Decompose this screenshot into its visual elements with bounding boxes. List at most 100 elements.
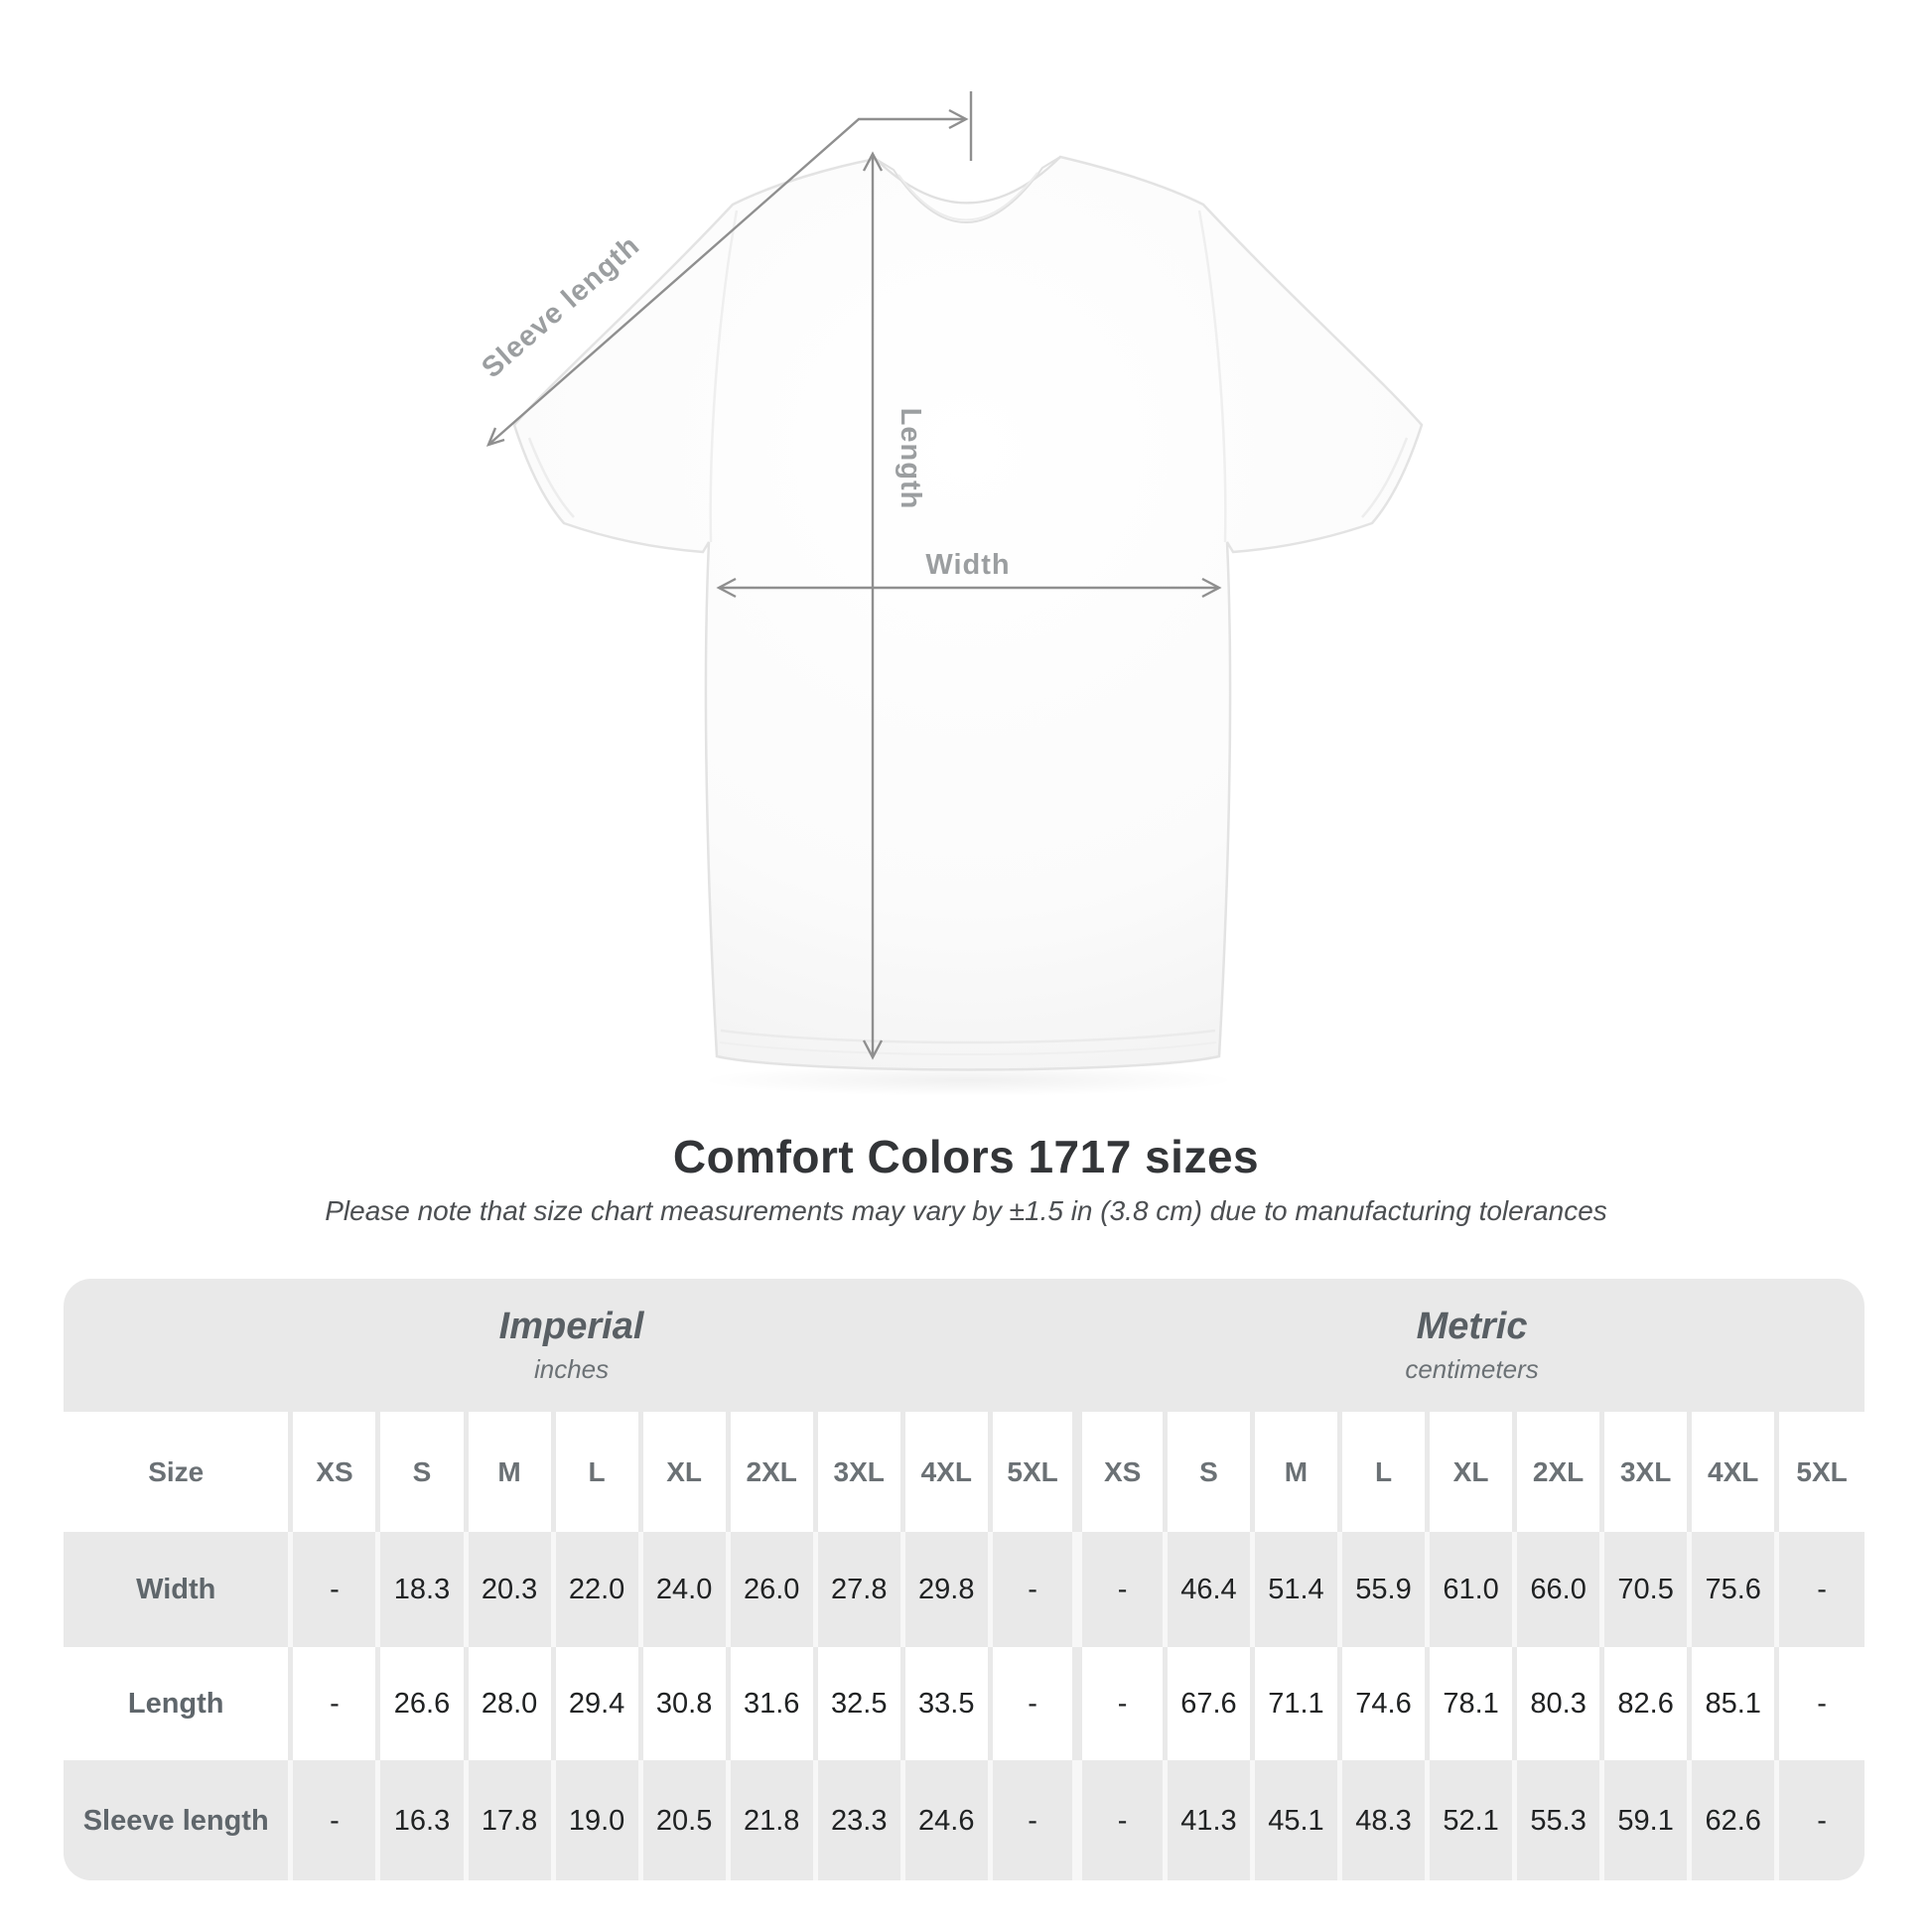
page-title: Comfort Colors 1717 sizes	[672, 1131, 1260, 1182]
size-col-header: 3XL	[812, 1412, 903, 1532]
width-imperial-value: -	[987, 1532, 1078, 1647]
size-table: Imperial inches Metric centimeters Size …	[64, 1279, 1864, 1880]
unit-group-metric: Metric centimeters	[1079, 1279, 1864, 1412]
sleeve-metric-value: 48.3	[1336, 1760, 1428, 1880]
sleeve-imperial-value: 19.0	[550, 1760, 641, 1880]
width-metric-value: 55.9	[1336, 1532, 1428, 1647]
sleeve-length-arrow	[485, 108, 969, 447]
sleeve-metric-value: -	[1774, 1760, 1864, 1880]
size-col-header: XS	[288, 1412, 378, 1532]
row-label-length: Length	[127, 1687, 224, 1720]
width-metric-value: 75.6	[1687, 1532, 1777, 1647]
tshirt-left-armhole-seam	[709, 209, 739, 543]
tshirt-collar-seam	[897, 172, 1038, 221]
sleeve-metric-value: 52.1	[1425, 1760, 1515, 1880]
sleeve-imperial-value: 17.8	[463, 1760, 554, 1880]
sleeve-imperial-value: -	[288, 1760, 378, 1880]
tshirt-measurement-diagram: Sleeve length Length Width	[476, 91, 1424, 1096]
imperial-heading: Imperial	[498, 1306, 644, 1347]
tshirt-body	[512, 155, 1424, 1071]
length-metric-value: 67.6	[1162, 1647, 1253, 1760]
length-imperial-value: 30.8	[637, 1647, 729, 1760]
size-col-header: 5XL	[987, 1412, 1078, 1532]
sleeve-metric-value: 62.6	[1687, 1760, 1777, 1880]
length-metric-value: 80.3	[1512, 1647, 1602, 1760]
sleeve-metric-value: -	[1072, 1760, 1166, 1880]
tshirt-left-cuff-seam	[527, 437, 575, 518]
length-imperial-value: 32.5	[812, 1647, 903, 1760]
size-col-header: 4XL	[1687, 1412, 1777, 1532]
length-imperial-value: 28.0	[463, 1647, 554, 1760]
width-metric-value: -	[1774, 1532, 1864, 1647]
imperial-unit: inches	[533, 1354, 610, 1384]
width-imperial-value: 26.0	[725, 1532, 816, 1647]
width-label: Width	[925, 549, 1010, 581]
length-metric-value: 74.6	[1336, 1647, 1428, 1760]
size-col-header: 2XL	[1512, 1412, 1602, 1532]
row-label-width: Width	[136, 1573, 216, 1605]
size-col-header: L	[550, 1412, 641, 1532]
width-imperial-value: 20.3	[463, 1532, 554, 1647]
sleeve-imperial-value: 16.3	[375, 1760, 467, 1880]
sleeve-metric-value: 59.1	[1599, 1760, 1690, 1880]
length-label: Length	[895, 408, 926, 510]
tshirt-right-cuff-seam	[1361, 437, 1409, 518]
sleeve-metric-value: 41.3	[1162, 1760, 1253, 1880]
size-col-header: S	[1162, 1412, 1253, 1532]
sleeve-imperial-value: 24.6	[899, 1760, 991, 1880]
length-imperial-value: 33.5	[899, 1647, 991, 1760]
length-metric-value: -	[1072, 1647, 1166, 1760]
size-col-header: 5XL	[1774, 1412, 1864, 1532]
length-row: Length - 26.6 28.0 29.4 30.8 31.6 32.5 3…	[64, 1647, 1864, 1760]
width-metric-value: 66.0	[1512, 1532, 1602, 1647]
width-arrow	[716, 577, 1222, 599]
length-arrow	[862, 151, 884, 1060]
tshirt-illustration	[512, 155, 1424, 1071]
metric-heading: Metric	[1416, 1306, 1528, 1347]
sleeve-imperial-value: 23.3	[812, 1760, 903, 1880]
width-imperial-value: -	[288, 1532, 378, 1647]
tshirt-hem-seam	[720, 1029, 1216, 1044]
size-col-header: M	[1249, 1412, 1340, 1532]
sleeve-imperial-value: -	[987, 1760, 1078, 1880]
length-metric-value: 85.1	[1687, 1647, 1777, 1760]
size-col-header: L	[1336, 1412, 1428, 1532]
size-col-header: 2XL	[725, 1412, 816, 1532]
length-metric-value: 78.1	[1425, 1647, 1515, 1760]
size-col-header: XS	[1072, 1412, 1166, 1532]
unit-band: Imperial inches Metric centimeters	[64, 1279, 1864, 1412]
width-imperial-value: 27.8	[812, 1532, 903, 1647]
length-imperial-value: 31.6	[725, 1647, 816, 1760]
width-metric-value: -	[1072, 1532, 1166, 1647]
size-header-cell: Size	[148, 1455, 205, 1487]
size-col-header: XL	[637, 1412, 729, 1532]
width-metric-value: 46.4	[1162, 1532, 1253, 1647]
length-imperial-value: -	[288, 1647, 378, 1760]
width-imperial-value: 22.0	[550, 1532, 641, 1647]
sleeve-length-row: Sleeve length - 16.3 17.8 19.0 20.5 21.8…	[64, 1760, 1864, 1880]
length-imperial-value: 26.6	[375, 1647, 467, 1760]
width-imperial-value: 18.3	[375, 1532, 467, 1647]
tshirt-right-armhole-seam	[1197, 209, 1227, 543]
length-metric-value: 82.6	[1599, 1647, 1690, 1760]
row-label-sleeve-length: Sleeve length	[82, 1804, 269, 1837]
tshirt-shadow	[700, 1064, 1236, 1096]
size-col-header: XL	[1425, 1412, 1515, 1532]
width-metric-value: 51.4	[1249, 1532, 1340, 1647]
length-imperial-value: 29.4	[550, 1647, 641, 1760]
size-measurements-table: Size XS S M L XL 2XL 3XL 4XL 5XL XS S M …	[64, 1412, 1864, 1880]
length-metric-value: 71.1	[1249, 1647, 1340, 1760]
metric-unit: centimeters	[1405, 1354, 1539, 1384]
sleeve-metric-value: 55.3	[1512, 1760, 1602, 1880]
width-metric-value: 61.0	[1425, 1532, 1515, 1647]
width-metric-value: 70.5	[1599, 1532, 1690, 1647]
width-imperial-value: 24.0	[637, 1532, 729, 1647]
tolerance-note: Please note that size chart measurements…	[325, 1195, 1607, 1226]
unit-group-imperial: Imperial inches	[64, 1279, 1079, 1412]
size-col-header: M	[463, 1412, 554, 1532]
width-imperial-value: 29.8	[899, 1532, 991, 1647]
size-col-header: S	[375, 1412, 467, 1532]
length-metric-value: -	[1774, 1647, 1864, 1760]
size-col-header: 4XL	[899, 1412, 991, 1532]
